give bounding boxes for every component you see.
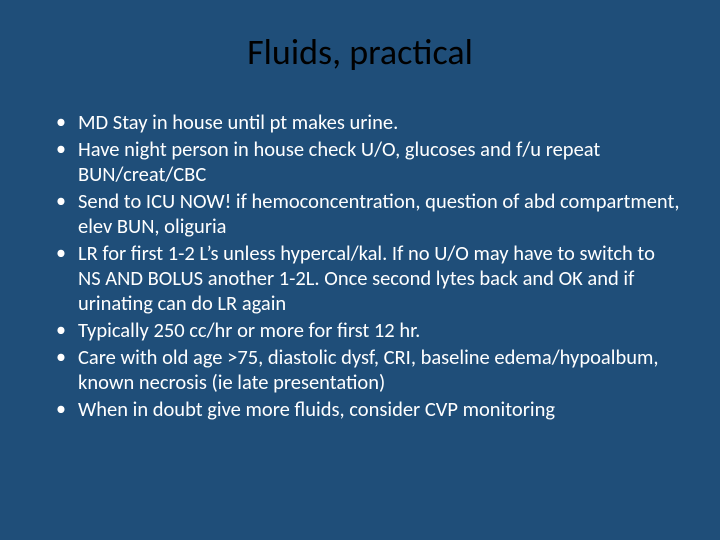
list-item: Typically 250 cc/hr or more for first 12… bbox=[52, 318, 680, 343]
list-item: Send to ICU NOW! if hemoconcentration, q… bbox=[52, 189, 680, 239]
bullet-list: MD Stay in house until pt makes urine. H… bbox=[40, 110, 680, 422]
list-item: MD Stay in house until pt makes urine. bbox=[52, 110, 680, 135]
list-item: Have night person in house check U/O, gl… bbox=[52, 137, 680, 187]
slide-title: Fluids, practical bbox=[40, 30, 680, 74]
list-item: When in doubt give more fluids, consider… bbox=[52, 397, 680, 422]
list-item: Care with old age >75, diastolic dysf, C… bbox=[52, 345, 680, 395]
slide: Fluids, practical MD Stay in house until… bbox=[0, 0, 720, 540]
list-item: LR for first 1-2 L’s unless hypercal/kal… bbox=[52, 241, 680, 316]
